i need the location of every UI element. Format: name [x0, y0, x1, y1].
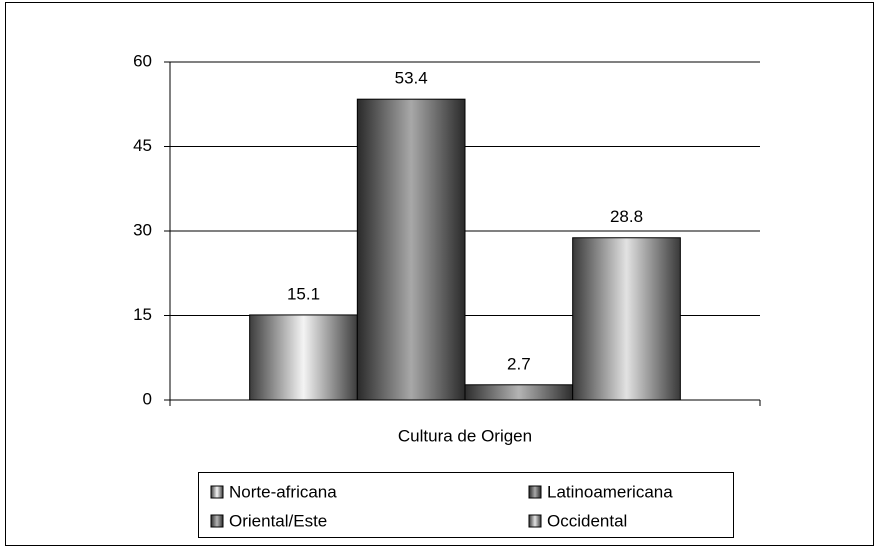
- y-tick-label: 15: [133, 305, 152, 324]
- x-tick-label: Cultura de Origen: [398, 426, 532, 445]
- bar: [464, 384, 574, 401]
- bar: [356, 98, 466, 401]
- data-label: 53.4: [395, 69, 428, 88]
- y-tick-label: 60: [133, 51, 152, 70]
- legend-swatch: [528, 514, 542, 528]
- bar: [572, 237, 681, 401]
- data-label: 2.7: [507, 354, 531, 373]
- legend-label: Latinoamericana: [547, 482, 673, 501]
- bar: [249, 314, 358, 401]
- y-tick-label: 45: [133, 136, 152, 155]
- legend-swatch: [210, 485, 224, 499]
- legend-label: Norte-africana: [229, 482, 337, 501]
- data-label: 15.1: [287, 284, 320, 303]
- legend-box: [198, 472, 734, 538]
- y-tick-label: 0: [143, 389, 152, 408]
- legend-swatch: [528, 485, 542, 499]
- y-tick-label: 30: [133, 220, 152, 239]
- legend-label: Oriental/Este: [229, 511, 327, 530]
- data-label: 28.8: [610, 207, 643, 226]
- legend-swatch: [210, 514, 224, 528]
- legend-label: Occidental: [547, 511, 627, 530]
